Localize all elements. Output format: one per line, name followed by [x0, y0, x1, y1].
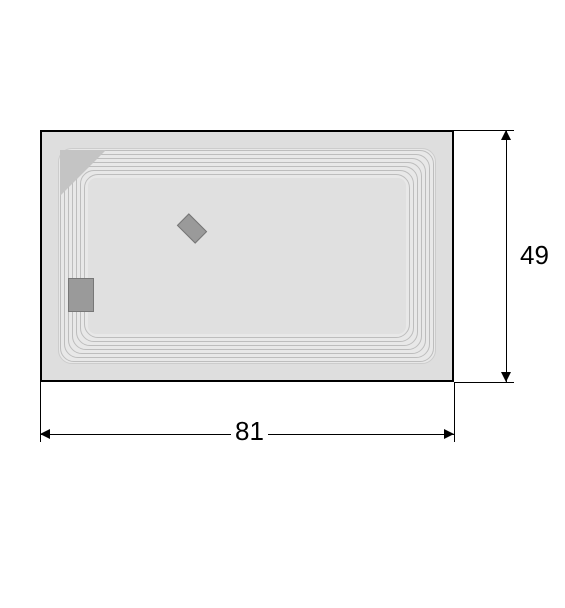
antenna-substrate	[42, 132, 452, 380]
dimension-arrow	[444, 429, 454, 439]
dimension-arrow	[40, 429, 50, 439]
diagram-canvas: 81 49	[0, 0, 565, 608]
dimension-arrow	[501, 372, 511, 382]
dimension-line-height	[506, 130, 507, 382]
dimension-arrow	[501, 130, 511, 140]
tag-outline	[40, 130, 454, 382]
contact-pad	[68, 278, 94, 312]
corner-marker	[60, 150, 106, 196]
dimension-label-width: 81	[231, 416, 268, 447]
extension-line	[454, 382, 514, 383]
extension-line	[454, 382, 455, 442]
dimension-label-height: 49	[516, 240, 553, 271]
antenna-center	[88, 178, 406, 334]
